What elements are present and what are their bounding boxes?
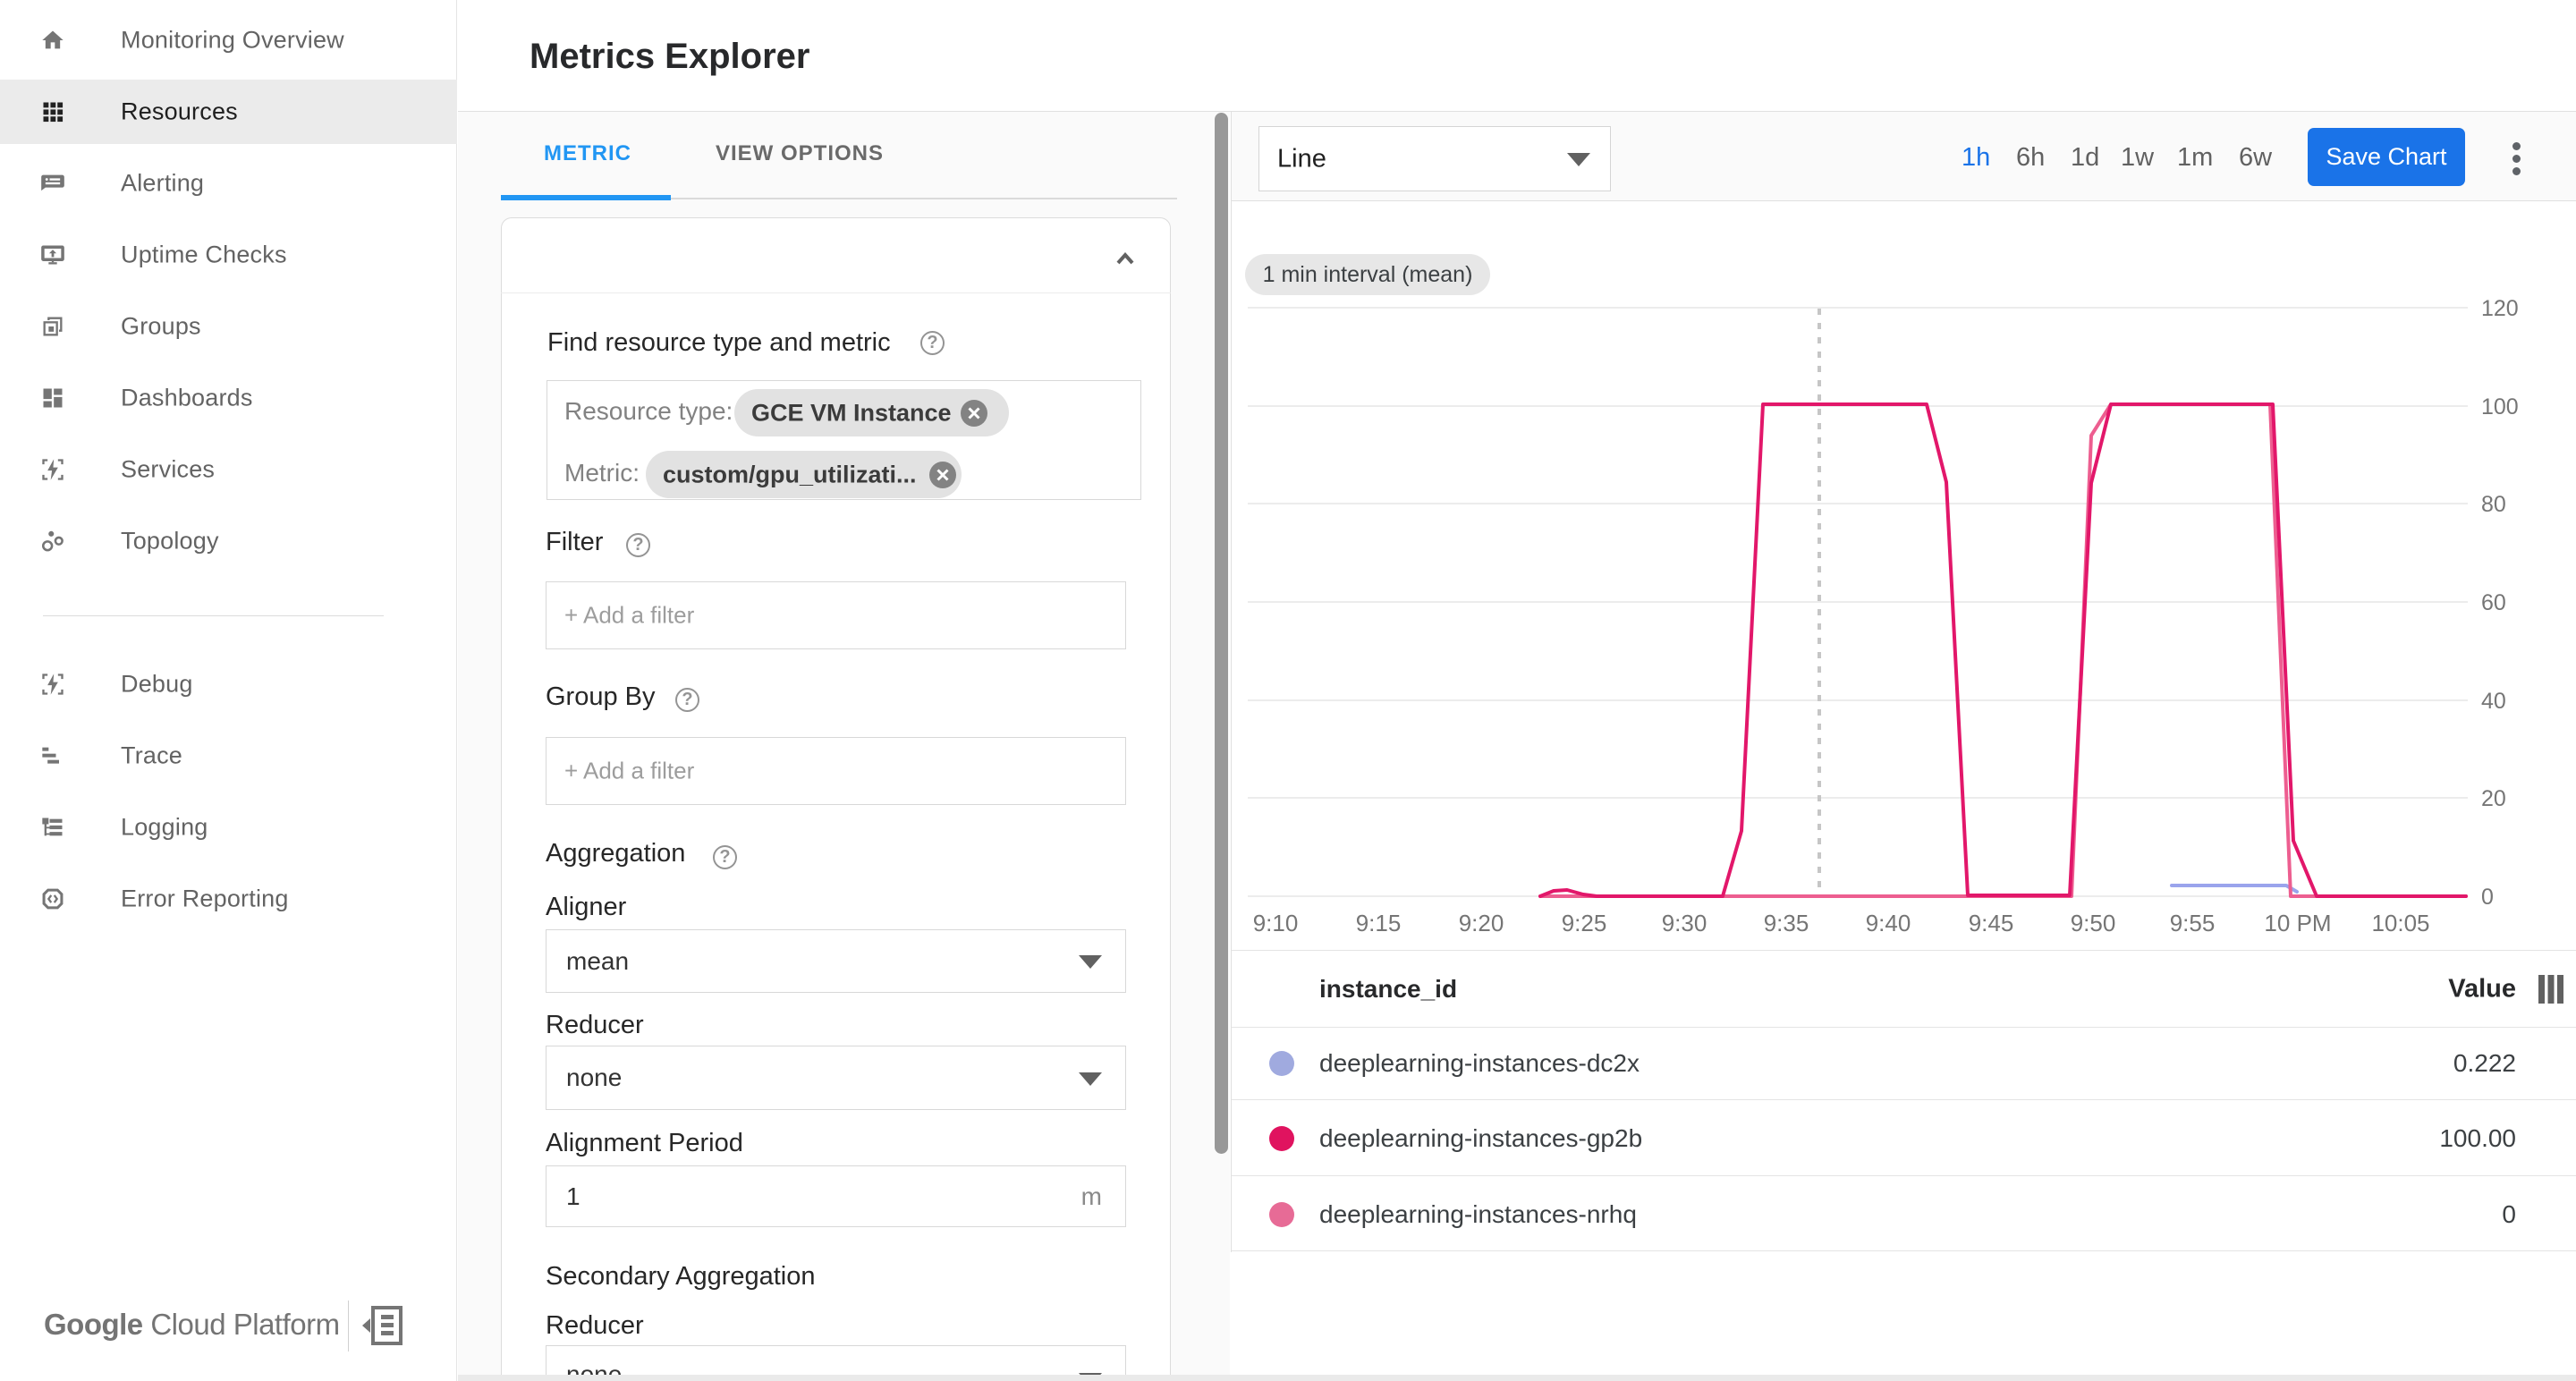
svg-text:10:05: 10:05	[2371, 910, 2429, 936]
svg-text:9:20: 9:20	[1459, 910, 1504, 936]
svg-text:0: 0	[2481, 885, 2494, 910]
svg-text:9:25: 9:25	[1562, 910, 1607, 936]
svg-text:9:50: 9:50	[2071, 910, 2116, 936]
svg-text:9:35: 9:35	[1764, 910, 1809, 936]
svg-text:9:10: 9:10	[1253, 910, 1299, 936]
svg-text:9:40: 9:40	[1866, 910, 1911, 936]
svg-text:120: 120	[2481, 296, 2519, 321]
svg-text:9:45: 9:45	[1969, 910, 2014, 936]
svg-text:100: 100	[2481, 394, 2519, 419]
svg-text:60: 60	[2481, 590, 2506, 615]
svg-text:9:15: 9:15	[1356, 910, 1402, 936]
svg-text:9:30: 9:30	[1662, 910, 1707, 936]
svg-text:80: 80	[2481, 492, 2506, 517]
svg-text:10 PM: 10 PM	[2264, 910, 2331, 936]
svg-text:40: 40	[2481, 689, 2506, 714]
svg-text:9:55: 9:55	[2170, 910, 2216, 936]
svg-text:20: 20	[2481, 786, 2506, 811]
